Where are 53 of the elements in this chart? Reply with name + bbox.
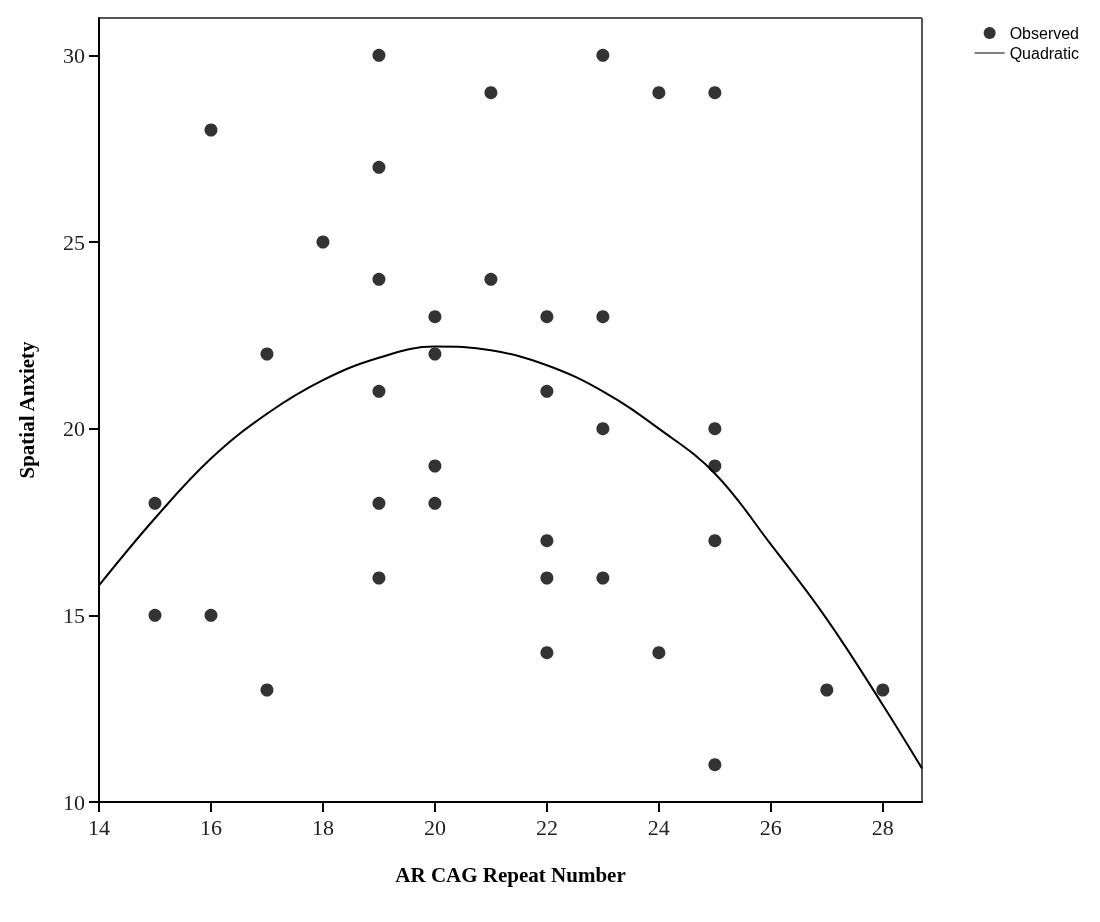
point: [204, 608, 218, 622]
x-tick-label: 22: [535, 814, 558, 840]
legend-label: Observed: [1009, 24, 1080, 42]
x-tick-label: 18: [311, 814, 334, 840]
point: [372, 496, 386, 510]
point: [708, 422, 722, 436]
point: [372, 272, 386, 286]
point: [540, 534, 554, 548]
point: [484, 272, 498, 286]
point: [596, 422, 610, 436]
point: [708, 534, 722, 548]
point: [596, 571, 610, 585]
y-tick-label: 10: [63, 789, 85, 815]
point: [540, 571, 554, 585]
point: [540, 384, 554, 398]
y-tick-label: 15: [63, 602, 85, 628]
point: [540, 310, 554, 324]
x-tick-label: 26: [759, 814, 782, 840]
point: [820, 683, 834, 697]
point: [260, 683, 274, 697]
point: [428, 496, 442, 510]
y-tick-label: 20: [63, 416, 85, 442]
point: [876, 683, 890, 697]
point: [596, 310, 610, 324]
point: [148, 608, 162, 622]
point: [148, 496, 162, 510]
point: [316, 235, 330, 249]
point: [484, 86, 498, 100]
x-tick-label: 20: [423, 814, 446, 840]
x-tick-label: 14: [88, 814, 110, 840]
point: [652, 646, 666, 660]
point: [708, 86, 722, 100]
point: [372, 571, 386, 585]
point: [540, 646, 554, 660]
point: [652, 86, 666, 100]
point: [204, 123, 218, 137]
point: [428, 310, 442, 324]
point: [372, 48, 386, 62]
point: [428, 459, 442, 473]
point: [596, 48, 610, 62]
point: [372, 384, 386, 398]
point: [708, 758, 722, 772]
x-axis-title: AR CAG Repeat Number: [395, 862, 626, 887]
point: [428, 347, 442, 361]
x-tick-label: 28: [871, 814, 894, 840]
x-tick-label: 16: [199, 814, 222, 840]
y-axis-title: Spatial Anxiety: [14, 340, 39, 479]
y-tick-label: 25: [63, 229, 85, 255]
x-tick-label: 24: [647, 814, 670, 840]
y-tick-label: 30: [63, 42, 85, 68]
legend-label: Quadratic: [1009, 44, 1080, 62]
point: [260, 347, 274, 361]
point: [372, 160, 386, 174]
